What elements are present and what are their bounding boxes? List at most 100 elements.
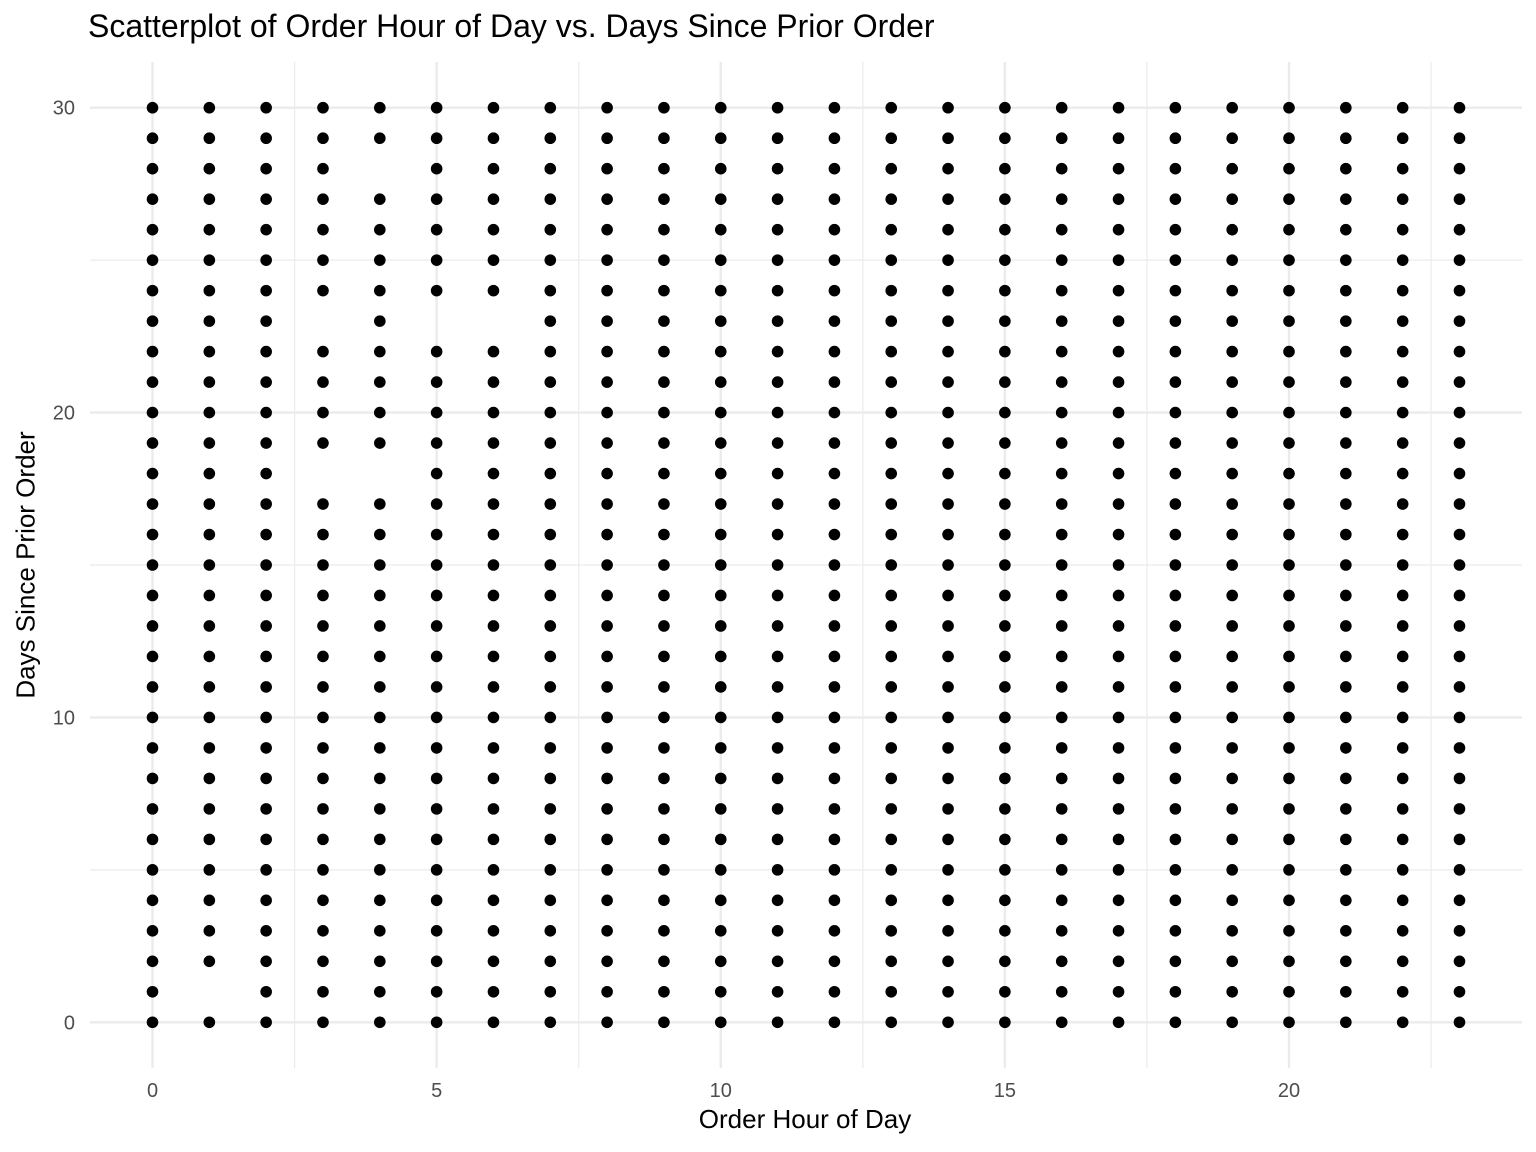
- data-point: [146, 985, 159, 998]
- data-point: [601, 315, 613, 327]
- data-point: [260, 132, 272, 145]
- data-point: [1055, 711, 1068, 724]
- data-point: [1169, 162, 1182, 175]
- data-point: [146, 1016, 159, 1029]
- data-point: [1112, 162, 1125, 175]
- data-point: [260, 650, 272, 663]
- data-point: [1112, 681, 1125, 693]
- data-point: [885, 955, 898, 968]
- data-point: [1283, 772, 1295, 785]
- data-point: [714, 864, 727, 876]
- data-point: [1396, 681, 1409, 693]
- data-point: [1283, 833, 1295, 846]
- data-point: [1055, 833, 1068, 846]
- data-point: [544, 742, 557, 754]
- data-point: [260, 101, 272, 114]
- data-point: [1112, 223, 1125, 236]
- data-point: [146, 711, 159, 724]
- data-point: [203, 345, 216, 358]
- data-point: [828, 254, 841, 266]
- data-point: [942, 955, 954, 968]
- data-point: [203, 620, 216, 632]
- data-point: [1226, 528, 1238, 541]
- data-point: [1226, 162, 1238, 175]
- data-point: [771, 223, 784, 236]
- data-point: [714, 620, 727, 632]
- data-point: [885, 254, 898, 266]
- data-point: [1169, 315, 1182, 327]
- data-point: [203, 772, 216, 785]
- data-point: [1112, 1016, 1125, 1029]
- data-point: [544, 864, 557, 876]
- data-point: [1112, 711, 1125, 724]
- data-point: [658, 955, 670, 968]
- data-point: [1340, 589, 1352, 602]
- data-point: [374, 406, 386, 419]
- data-point: [1340, 925, 1352, 937]
- data-point: [1169, 681, 1182, 693]
- data-point: [1226, 498, 1238, 510]
- data-point: [828, 650, 841, 663]
- data-point: [1055, 437, 1068, 449]
- data-point: [1340, 284, 1352, 297]
- data-point: [1396, 711, 1409, 724]
- data-point: [999, 437, 1011, 449]
- data-point: [885, 498, 898, 510]
- data-point: [203, 315, 216, 327]
- data-point: [1226, 650, 1238, 663]
- data-point: [1112, 467, 1125, 480]
- data-point: [1226, 985, 1238, 998]
- data-point: [601, 498, 613, 510]
- data-point: [487, 742, 500, 754]
- data-point: [1396, 467, 1409, 480]
- data-point: [1340, 711, 1352, 724]
- data-point: [487, 1016, 500, 1029]
- data-point: [828, 711, 841, 724]
- data-point: [1283, 162, 1295, 175]
- data-point: [1283, 742, 1295, 754]
- data-point: [374, 620, 386, 632]
- data-point: [1226, 559, 1238, 571]
- data-point: [260, 467, 272, 480]
- data-point: [1283, 589, 1295, 602]
- data-point: [374, 925, 386, 937]
- data-point: [771, 894, 784, 907]
- data-point: [771, 1016, 784, 1029]
- data-point: [1283, 1016, 1295, 1029]
- data-point: [658, 894, 670, 907]
- data-point: [1283, 711, 1295, 724]
- data-point: [544, 925, 557, 937]
- data-point: [203, 650, 216, 663]
- data-point: [374, 681, 386, 693]
- data-point: [1055, 985, 1068, 998]
- data-point: [885, 101, 898, 114]
- data-point: [658, 681, 670, 693]
- data-point: [885, 315, 898, 327]
- data-point: [828, 498, 841, 510]
- data-point: [1226, 711, 1238, 724]
- data-point: [942, 925, 954, 937]
- data-point: [544, 528, 557, 541]
- data-point: [374, 254, 386, 266]
- data-point: [544, 223, 557, 236]
- data-point: [1283, 376, 1295, 388]
- data-point: [1169, 528, 1182, 541]
- data-point: [1169, 620, 1182, 632]
- data-point: [942, 315, 954, 327]
- data-point: [1112, 650, 1125, 663]
- data-point: [203, 528, 216, 541]
- data-point: [1453, 284, 1466, 297]
- data-point: [714, 467, 727, 480]
- data-point: [1226, 132, 1238, 145]
- data-point: [1169, 925, 1182, 937]
- data-point: [260, 254, 272, 266]
- data-point: [1055, 223, 1068, 236]
- data-point: [771, 528, 784, 541]
- data-point: [1226, 437, 1238, 449]
- data-point: [771, 467, 784, 480]
- data-point: [942, 498, 954, 510]
- data-point: [544, 132, 557, 145]
- data-point: [317, 498, 329, 510]
- data-point: [1396, 132, 1409, 145]
- data-point: [601, 528, 613, 541]
